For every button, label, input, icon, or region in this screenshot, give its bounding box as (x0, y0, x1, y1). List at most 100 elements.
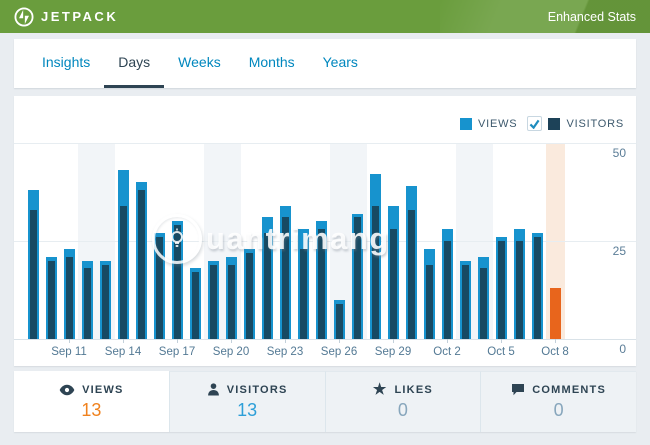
stat-tab-comments[interactable]: COMMENTS 0 (480, 371, 636, 432)
chart-bar-visitors (155, 237, 163, 339)
x-tick-label: Sep 23 (266, 346, 304, 358)
chart-bar-visitors (533, 237, 541, 339)
gridline (14, 143, 636, 144)
chart-bar[interactable] (279, 205, 291, 339)
person-icon (207, 383, 220, 396)
eye-icon (59, 384, 75, 396)
chart-bar[interactable] (99, 260, 111, 339)
chart-bar-visitors (443, 240, 451, 339)
chart-bar-visitors (389, 229, 397, 339)
masthead: JETPACK Enhanced Stats (0, 0, 650, 33)
chart-bar[interactable] (351, 213, 363, 339)
chart-bar[interactable] (117, 170, 129, 339)
stat-visitors-value: 13 (237, 400, 258, 420)
chart-bar[interactable] (495, 237, 507, 339)
tab-days[interactable]: Days (104, 39, 165, 88)
chart-bar-visitors (137, 190, 145, 339)
x-tick (177, 339, 178, 343)
chart-bar[interactable] (189, 268, 201, 339)
chart-bar-visitors (29, 209, 37, 339)
chart-bar[interactable] (369, 174, 381, 339)
jetpack-brand: JETPACK (14, 0, 118, 33)
stat-likes-label: LIKES (394, 383, 433, 396)
comment-icon (511, 383, 525, 396)
tab-months[interactable]: Months (248, 54, 295, 70)
chart-bar[interactable] (27, 190, 39, 339)
chart-bar-visitors (83, 268, 91, 339)
chart-bar-visitors (299, 248, 307, 339)
masthead-corner-decoration (440, 0, 650, 33)
stats-summary-tabs: VIEWS 13 VISITORS 13 ★ LIKES 0 (14, 371, 636, 432)
stat-likes-value: 0 (397, 399, 408, 420)
chart-bar[interactable] (207, 260, 219, 339)
x-tick (285, 339, 286, 343)
tab-years[interactable]: Years (322, 54, 358, 70)
chart-bar-visitors (461, 264, 469, 339)
x-tick (339, 339, 340, 343)
stat-tab-views[interactable]: VIEWS 13 (14, 371, 169, 432)
chart-bar-visitors (263, 233, 271, 339)
x-tick (123, 339, 124, 343)
y-tick-label: 50 (612, 146, 626, 160)
star-icon: ★ (372, 380, 388, 398)
chart-bar[interactable] (63, 248, 75, 339)
chart-bar-visitors (497, 240, 505, 339)
chart-bar-visitors (47, 260, 55, 339)
chart-bar-visitors (425, 264, 433, 339)
x-axis-line (14, 339, 636, 340)
x-tick (555, 339, 556, 343)
x-tick-label: Oct 8 (541, 346, 569, 358)
chart-bar-visitors (65, 256, 73, 339)
chart-bar[interactable] (171, 221, 183, 339)
chart-bar-visitors (119, 205, 127, 339)
jetpack-logo-icon (14, 6, 34, 27)
chart-bar-visitors (101, 264, 109, 339)
chart-bar[interactable] (477, 256, 489, 339)
x-tick-label: Oct 5 (487, 346, 515, 358)
x-tick-label: Sep 14 (104, 346, 142, 358)
chart-bar-visitors (479, 268, 487, 339)
chart-bar[interactable] (297, 229, 309, 339)
chart-bar-visitors (515, 240, 523, 339)
stat-tab-likes[interactable]: ★ LIKES 0 (324, 371, 481, 432)
chart-bar[interactable] (225, 256, 237, 339)
legend-visitors-label: VISITORS (566, 117, 624, 130)
stat-tab-visitors[interactable]: VISITORS 13 (168, 371, 325, 432)
chart-bar[interactable] (315, 221, 327, 339)
visitors-checkbox[interactable] (527, 116, 543, 131)
chart-bar-visitors (317, 229, 325, 339)
chart-bar-visitors (281, 217, 289, 339)
chart-bar[interactable] (153, 233, 165, 339)
x-tick (231, 339, 232, 343)
views-swatch (460, 117, 472, 130)
chart-bar-visitors (227, 264, 235, 339)
chart-bar-today[interactable] (549, 288, 561, 339)
chart-bar[interactable] (459, 260, 471, 339)
chart-bar-visitors (191, 272, 199, 339)
chart-legend: VIEWS VISITORS (460, 116, 624, 131)
chart-bar-visitors (245, 252, 253, 339)
y-tick-label: 0 (619, 342, 626, 356)
chart-bar[interactable] (45, 256, 57, 339)
x-tick-label: Sep 17 (158, 346, 196, 358)
x-tick (69, 339, 70, 343)
chart-bar[interactable] (387, 205, 399, 339)
period-tabbar: Insights Days Weeks Months Years (14, 39, 636, 88)
chart-bar[interactable] (261, 217, 273, 339)
x-tick-label: Oct 2 (433, 346, 461, 358)
x-tick (393, 339, 394, 343)
chart-bar[interactable] (405, 186, 417, 339)
chart-bar[interactable] (135, 182, 147, 339)
chart-bar[interactable] (423, 248, 435, 339)
chart-bar[interactable] (81, 260, 93, 339)
chart-bar[interactable] (243, 248, 255, 339)
legend-views: VIEWS (460, 117, 517, 130)
tab-weeks[interactable]: Weeks (178, 54, 221, 70)
chart-bar[interactable] (513, 229, 525, 339)
chart-bar[interactable] (333, 299, 345, 339)
enhanced-stats-link[interactable]: Enhanced Stats (547, 9, 636, 24)
chart-bar[interactable] (531, 233, 543, 339)
chart-bar[interactable] (441, 229, 453, 339)
tab-insights[interactable]: Insights (42, 54, 91, 70)
x-tick-label: Sep 26 (320, 346, 358, 358)
